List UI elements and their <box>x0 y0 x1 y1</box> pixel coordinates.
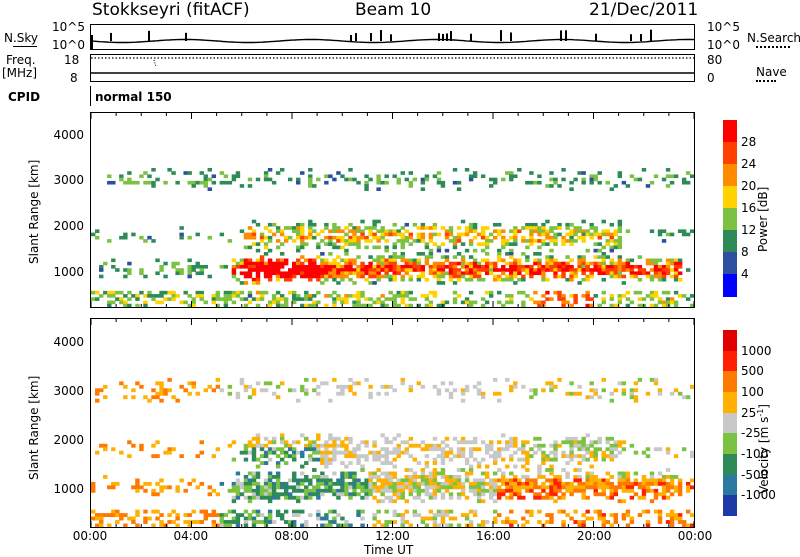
velocity-cb-tick-1: 500 <box>741 364 764 379</box>
power-heatmap <box>91 113 694 307</box>
freq-panel <box>90 54 695 82</box>
freq-tick-bottom: 8 <box>70 71 78 85</box>
power-colorbar-segment <box>723 142 737 165</box>
power-ytick-1: 2000 <box>53 218 84 233</box>
power-cb-tick-0: 4 <box>741 267 749 281</box>
velocity-colorbar-segment <box>723 454 737 476</box>
velocity-cb-tick-0: 1000 <box>741 343 772 358</box>
cpid-marker <box>90 86 91 106</box>
beam-title: Beam 10 <box>355 0 432 20</box>
x-tick-0: 00:00 <box>72 529 108 543</box>
x-tick-1: 04:00 <box>173 529 209 543</box>
power-colorbar-segment <box>723 186 737 209</box>
x-tick-6: 00:00 <box>677 529 713 543</box>
velocity-colorbar <box>723 330 737 517</box>
power-colorbar-segment <box>723 274 737 297</box>
power-colorbar-segment <box>723 120 737 143</box>
velocity-ytick-3: 4000 <box>53 335 84 350</box>
nave-label: Nave <box>756 65 787 79</box>
nsearch-label: N.Search <box>747 31 800 45</box>
x-tick-5: 20:00 <box>576 529 612 543</box>
velocity-cb-tick-4: -25 <box>741 426 761 441</box>
velocity-heatmap <box>91 319 694 527</box>
nsky-tick-top: 10^5 <box>52 20 85 34</box>
x-axis-label: Time UT <box>364 543 414 557</box>
nave-tick-bottom: 0 <box>707 71 715 85</box>
nsky-legend-line <box>13 46 37 47</box>
velocity-colorbar-segment <box>723 330 737 352</box>
nsky-tick-bottom: 10^0 <box>52 38 85 52</box>
velocity-ytick-0: 1000 <box>53 481 84 496</box>
velocity-colorbar-segment <box>723 495 737 517</box>
power-cb-tick-4: 20 <box>741 179 757 193</box>
power-colorbar-segment <box>723 230 737 253</box>
station-title: Stokkseyri (fitACF) <box>92 0 250 20</box>
power-panel <box>90 112 695 308</box>
nsky-panel <box>90 24 695 50</box>
nave-legend-line <box>756 80 776 82</box>
power-colorbar-segment <box>723 252 737 275</box>
power-ytick-2: 3000 <box>53 173 84 188</box>
power-cb-tick-1: 8 <box>741 245 749 259</box>
power-cb-tick-2: 12 <box>741 223 757 237</box>
cpid-label: CPID <box>8 90 41 104</box>
power-ylabel: Slant Range [km] <box>27 159 41 264</box>
velocity-cb-tick-3: 25 <box>741 405 757 420</box>
x-tick-3: 12:00 <box>375 529 410 543</box>
date-title: 21/Dec/2011 <box>589 0 699 20</box>
velocity-ylabel: Slant Range [km] <box>27 375 41 480</box>
velocity-colorbar-segment <box>723 371 737 393</box>
nsearch-legend-line <box>756 46 790 48</box>
velocity-ytick-1: 2000 <box>53 433 84 448</box>
power-ytick-3: 4000 <box>53 127 84 142</box>
velocity-colorbar-segment <box>723 474 737 496</box>
velocity-ytick-2: 3000 <box>53 384 84 399</box>
velocity-colorbar-segment <box>723 350 737 372</box>
velocity-colorbar-segment <box>723 433 737 455</box>
velocity-colorbar-segment <box>723 412 737 434</box>
power-ytick-0: 1000 <box>53 264 84 279</box>
power-colorbar-label: Power [dB] <box>756 186 770 252</box>
nsky-trace <box>91 29 694 49</box>
power-cb-tick-3: 16 <box>741 201 757 215</box>
velocity-cb-tick-5: -100 <box>741 447 769 461</box>
x-tick-2: 08:00 <box>274 529 309 543</box>
velocity-panel <box>90 318 695 528</box>
velocity-cb-tick-7: -1000 <box>741 488 776 503</box>
velocity-colorbar-segment <box>723 392 737 414</box>
power-cb-tick-5: 24 <box>741 157 757 171</box>
velocity-cb-tick-6: -500 <box>741 467 769 482</box>
x-tick-4: 16:00 <box>476 529 511 543</box>
nsky-label: N.Sky <box>4 31 39 45</box>
nsearch-tick-top: 10^5 <box>707 20 740 34</box>
cpid-value: normal 150 <box>95 90 172 104</box>
freq-label: Freq. <box>6 53 36 67</box>
freq-unit: [MHz] <box>2 66 38 80</box>
power-cb-tick-6: 28 <box>741 135 757 149</box>
freq-trace <box>91 57 694 74</box>
freq-tick-top: 18 <box>64 53 80 67</box>
nave-tick-top: 80 <box>707 53 723 67</box>
power-colorbar-segment <box>723 208 737 231</box>
nsearch-tick-bottom: 10^0 <box>707 38 740 52</box>
power-colorbar-segment <box>723 164 737 187</box>
power-colorbar <box>723 120 737 297</box>
velocity-cb-tick-2: 100 <box>741 385 764 399</box>
